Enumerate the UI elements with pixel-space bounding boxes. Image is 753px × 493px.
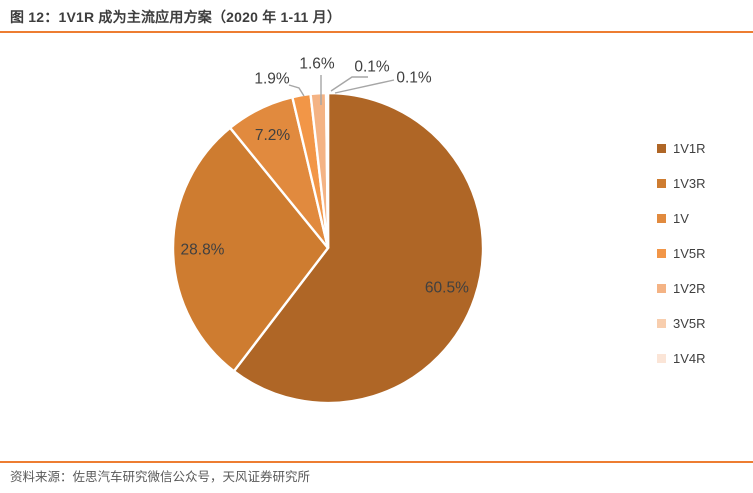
legend-marker-icon (657, 249, 666, 258)
data-label-1v2r: 1.6% (299, 56, 335, 73)
legend-marker-icon (657, 284, 666, 293)
legend-marker-icon (657, 144, 666, 153)
chart-title: 图 12：1V1R 成为主流应用方案（2020 年 1-11 月） (10, 9, 342, 25)
legend-label: 1V1R (673, 141, 706, 156)
leader-line-1v4r (334, 79, 395, 94)
legend-label: 1V3R (673, 176, 706, 191)
legend-label: 3V5R (673, 316, 706, 331)
leader-line-1v5r (288, 84, 305, 97)
legend-label: 1V4R (673, 351, 706, 366)
footer-divider (0, 461, 753, 463)
data-label-1v5r: 1.9% (254, 71, 290, 88)
legend-label: 1V2R (673, 281, 706, 296)
legend-marker-icon (657, 319, 666, 328)
data-label-1v4r: 0.1% (396, 70, 432, 87)
legend-item-1v3r: 1V3R (657, 176, 706, 191)
leader-line-3v5r (330, 76, 368, 92)
data-label-1v1r: 60.5% (425, 280, 469, 297)
data-label-1v3r: 28.8% (181, 242, 225, 259)
source-note: 资料来源：佐思汽车研究微信公众号，天风证券研究所 (10, 470, 311, 484)
legend-marker-icon (657, 179, 666, 188)
legend-item-1v2r: 1V2R (657, 281, 706, 296)
chart-legend: 1V1R 1V3R 1V 1V5R 1V2R 3V5R 1V4R (657, 141, 706, 386)
pie-chart: 60.5% 28.8% 7.2% 1.9% 1.6% 0.1% 0.1% (171, 56, 485, 405)
pie-slice-1v3r (171, 126, 330, 373)
legend-marker-icon (657, 214, 666, 223)
legend-item-1v: 1V (657, 211, 706, 226)
legend-item-1v5r: 1V5R (657, 246, 706, 261)
legend-label: 1V (673, 211, 689, 226)
legend-marker-icon (657, 354, 666, 363)
legend-item-1v1r: 1V1R (657, 141, 706, 156)
data-label-3v5r: 0.1% (354, 59, 390, 76)
legend-item-3v5r: 3V5R (657, 316, 706, 331)
legend-label: 1V5R (673, 246, 706, 261)
title-divider (0, 31, 753, 33)
pie-slice-1v1r (232, 91, 485, 405)
data-label-1v: 7.2% (255, 127, 291, 144)
legend-item-1v4r: 1V4R (657, 351, 706, 366)
pie-slice-1v4r (325, 91, 330, 250)
